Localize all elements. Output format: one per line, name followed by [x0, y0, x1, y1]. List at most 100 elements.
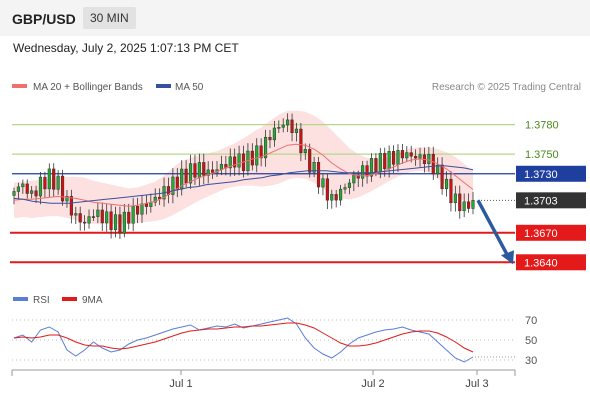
chart-header: GBP/USD 30 MIN	[0, 0, 590, 36]
candle-body	[268, 136, 272, 141]
candle	[427, 146, 431, 172]
candle	[471, 191, 475, 215]
candle	[69, 189, 73, 224]
candle-body	[109, 211, 113, 231]
rsi-legend-label: RSI	[33, 295, 50, 306]
candle-body	[12, 191, 16, 196]
candle	[113, 206, 118, 238]
candle	[202, 153, 206, 185]
candle	[52, 163, 56, 197]
candle	[369, 153, 374, 182]
candle-body	[427, 154, 431, 165]
candle-body	[396, 150, 400, 165]
datetime-label: Wednesday, July 2, 2025 1:07:13 PM CET	[13, 41, 239, 55]
candle	[268, 130, 272, 149]
rsi-level-label: 70	[525, 315, 537, 327]
candle-body	[400, 150, 404, 159]
candle-body	[131, 206, 135, 224]
candle-body	[100, 209, 104, 224]
candle-body	[453, 193, 457, 204]
ma50-legend-swatch	[156, 84, 171, 88]
credit-label: Research © 2025 Trading Central	[432, 82, 581, 93]
candle	[405, 146, 409, 163]
candle-body	[153, 196, 157, 203]
candle	[250, 143, 254, 171]
candle	[188, 154, 193, 189]
rsi-level-label: 30	[525, 355, 537, 367]
candle-body	[316, 162, 321, 188]
candle	[96, 202, 100, 224]
candle-body	[78, 213, 82, 223]
price-level-lines	[10, 123, 515, 264]
candle-body	[312, 162, 316, 173]
candle	[365, 160, 369, 184]
candle	[316, 157, 321, 194]
moving-average-lines	[13, 143, 474, 207]
candle-body	[175, 176, 179, 190]
candle	[308, 143, 312, 178]
candle-body	[334, 194, 338, 201]
candle-body	[263, 136, 268, 159]
candle	[140, 195, 144, 223]
time-axis: Jul 1 Jul 2 Jul 3	[11, 369, 516, 390]
candle-body	[228, 156, 232, 169]
ma50-line	[13, 165, 474, 204]
rsi-ma-legend-swatch	[62, 297, 77, 301]
candle	[78, 206, 82, 231]
candle-body	[69, 196, 73, 216]
candle-body	[21, 183, 25, 188]
candle-body	[467, 201, 471, 209]
candle-body	[294, 128, 299, 133]
candle-body	[25, 183, 29, 194]
candle	[356, 170, 360, 188]
candle-body	[339, 188, 343, 201]
resistance-label: 1.3750	[525, 149, 559, 161]
candle	[34, 185, 38, 203]
candle-body	[286, 119, 290, 126]
timeframe-button[interactable]: 30 MIN	[83, 7, 136, 29]
current-price-label-box	[516, 192, 586, 209]
candle	[16, 182, 20, 200]
candle-body	[30, 190, 34, 194]
candle	[127, 203, 131, 230]
candle-body	[378, 153, 382, 173]
candle-body	[188, 163, 193, 184]
candle-body	[361, 165, 365, 179]
candle-body	[87, 216, 91, 224]
candle-body	[299, 128, 303, 154]
candle	[299, 123, 303, 162]
candle	[436, 157, 440, 178]
candle	[12, 187, 16, 205]
candle-body	[43, 176, 47, 190]
candle-body	[462, 201, 466, 212]
candle	[330, 189, 334, 209]
candle	[153, 188, 157, 207]
candlestick-series	[12, 113, 475, 240]
candle-body	[65, 196, 69, 202]
candle-body	[444, 178, 449, 190]
candle	[65, 190, 69, 208]
x-tick-label: Jul 1	[169, 378, 192, 390]
rsi-line	[13, 317, 474, 363]
candle	[91, 209, 96, 222]
candle	[334, 189, 338, 208]
candle	[131, 197, 135, 232]
price-level-labels: 1.3780 1.3750 1.3730 1.3703 1.3670 1.3640	[516, 120, 586, 271]
candle	[206, 161, 210, 184]
candle-body	[290, 119, 294, 133]
candle-body	[83, 221, 87, 224]
candle-body	[47, 168, 51, 190]
rsi-ma-legend-label: 9MA	[82, 295, 103, 306]
resistance-label: 1.3780	[525, 120, 559, 132]
candle	[259, 138, 263, 167]
candle-body	[391, 151, 396, 165]
candle	[43, 171, 47, 198]
candle-body	[369, 158, 374, 177]
candle	[361, 160, 365, 187]
candle-body	[193, 163, 197, 178]
candle-body	[197, 162, 201, 178]
candle-body	[321, 178, 325, 188]
candle-body	[255, 145, 259, 166]
pivot-label: 1.3730	[524, 169, 558, 181]
